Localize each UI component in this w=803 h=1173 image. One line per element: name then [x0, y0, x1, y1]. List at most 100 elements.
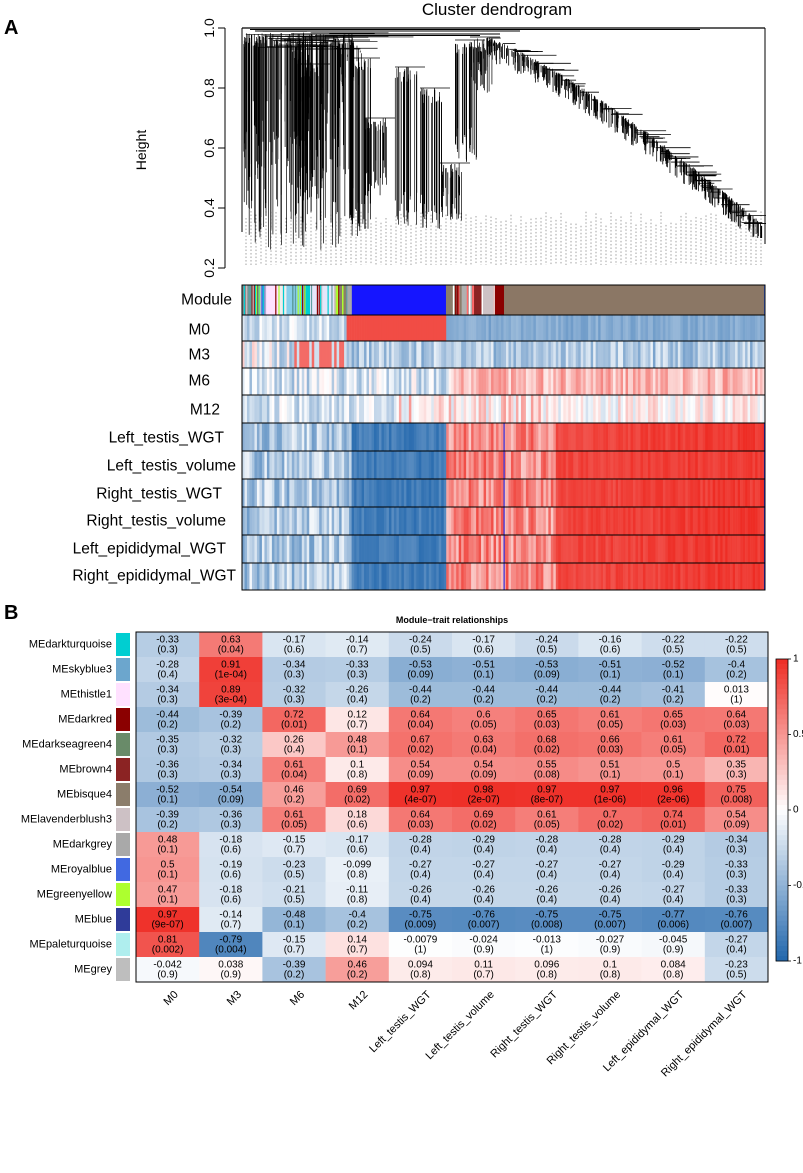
track-cell: [732, 315, 736, 341]
track-cell: [446, 451, 450, 479]
track-cell: [645, 507, 649, 535]
track-cell: [249, 315, 253, 341]
track-cell: [398, 479, 402, 507]
track-cell: [515, 341, 519, 368]
track-cell: [692, 368, 696, 395]
track-cell: [376, 341, 380, 368]
track-cell: [545, 451, 549, 479]
track-cell: [401, 563, 405, 590]
track-cell: [740, 451, 743, 479]
track-cell: [433, 341, 437, 368]
track-cell: [441, 368, 445, 395]
track-cell: [520, 479, 524, 507]
colorbar-step: [776, 804, 788, 811]
track-cell: [284, 535, 288, 563]
panel-b-label: B: [4, 602, 18, 624]
track-cell: [336, 535, 340, 563]
track-cell: [471, 507, 474, 535]
track-cell: [306, 395, 310, 423]
heatmap-row-label: MEdarkred: [58, 714, 112, 726]
track-cell: [530, 423, 534, 451]
track-cell: [667, 451, 671, 479]
track-cell: [680, 451, 684, 479]
colorbar-step: [776, 915, 788, 922]
track-cell: [503, 423, 507, 451]
track-cell: [635, 423, 639, 451]
track-cell: [637, 368, 641, 395]
track-cell: [568, 341, 572, 368]
track-cell: [745, 535, 748, 563]
cell-correlation: -0.11: [346, 885, 368, 896]
track-cell: [314, 368, 318, 395]
track-cell: [443, 479, 447, 507]
track-cell: [254, 368, 258, 395]
track-cell: [555, 395, 559, 423]
track-cell: [593, 341, 596, 368]
y-tick-label: 0.8: [201, 78, 217, 98]
track-cell: [341, 395, 345, 423]
module-color-segment: [260, 285, 262, 315]
module-color-segment: [334, 285, 336, 315]
heatmap-column-label: Left_testis_WGT: [367, 989, 434, 1056]
track-cell: [745, 563, 748, 590]
track-cell: [321, 535, 325, 563]
track-cell: [682, 479, 686, 507]
heatmap-row-labels: MEdarkturquoiseMEskyblue3MEthistle1MEdar…: [21, 639, 113, 976]
track-cell: [712, 395, 716, 423]
colorbar-step: [776, 850, 788, 856]
track-cell: [757, 535, 761, 563]
cell-correlation: 0.69: [474, 810, 494, 821]
track-cell: [261, 423, 265, 451]
track-cell: [707, 368, 711, 395]
track-cell: [242, 315, 245, 341]
track-cell: [386, 535, 390, 563]
track-cell: [642, 479, 646, 507]
track-cell: [478, 423, 482, 451]
track-cell: [378, 315, 382, 341]
track-cell: [518, 507, 522, 535]
track-cell: [652, 341, 656, 368]
cell-correlation: 0.013: [724, 685, 749, 696]
track-cell: [281, 479, 285, 507]
track-cell: [618, 451, 621, 479]
track-cell: [301, 535, 305, 563]
cell-correlation: 0.91: [221, 660, 241, 671]
track-cell: [349, 563, 352, 590]
track-cell: [498, 563, 502, 590]
track-cell: [533, 563, 537, 590]
track-cell: [642, 395, 646, 423]
track-cell: [361, 451, 365, 479]
track-cell: [493, 507, 497, 535]
cell-pvalue: (0.05): [660, 745, 686, 756]
track-cell: [411, 451, 415, 479]
cell-correlation: 0.64: [411, 810, 431, 821]
track-cell: [431, 423, 435, 451]
track-cell: [762, 507, 766, 535]
track-cell: [371, 395, 375, 423]
track-cell: [610, 451, 614, 479]
track-cell: [697, 563, 701, 590]
track-cell: [615, 479, 619, 507]
track-cell: [712, 423, 716, 451]
module-color-segment: [297, 285, 299, 315]
track-cell: [692, 535, 696, 563]
track-cell: [448, 423, 452, 451]
track-cell: [463, 368, 467, 395]
cell-correlation: -0.29: [662, 835, 685, 846]
cell-pvalue: (0.05): [597, 720, 623, 731]
track-cell: [667, 395, 671, 423]
heatmap-cell: [641, 757, 706, 783]
track-cell: [712, 535, 716, 563]
heatmap-cell: [641, 707, 706, 733]
track-cell: [593, 315, 596, 341]
track-cell: [520, 451, 524, 479]
track-cell: [383, 451, 387, 479]
track-cell: [670, 535, 674, 563]
track-cell: [750, 395, 753, 423]
heatmap-cell: [388, 932, 453, 958]
track-cell: [672, 507, 676, 535]
track-cell: [259, 395, 263, 423]
track-cell: [568, 423, 572, 451]
track-cell: [575, 315, 579, 341]
track-cell: [496, 423, 499, 451]
